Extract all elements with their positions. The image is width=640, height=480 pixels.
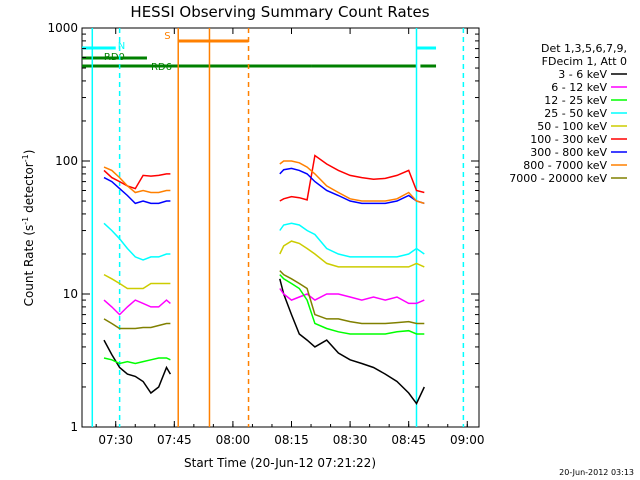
series-lines bbox=[103, 154, 425, 406]
legend-entry: 6 - 12 keV bbox=[551, 81, 607, 94]
series-line bbox=[103, 222, 171, 261]
y-tick-label: 1 bbox=[70, 420, 78, 434]
legend-entry: 100 - 300 keV bbox=[530, 133, 607, 146]
x-tick-label: 07:30 bbox=[98, 433, 133, 447]
series-line bbox=[279, 160, 425, 205]
chart-title: HESSI Observing Summary Count Rates bbox=[130, 3, 429, 21]
series-line bbox=[103, 169, 171, 190]
y-tick-label: 10 bbox=[63, 287, 78, 301]
timestamp: 20-Jun-2012 03:13 bbox=[559, 468, 634, 477]
y-tick-label: 1000 bbox=[47, 21, 78, 35]
series-line bbox=[279, 278, 425, 406]
y-axis-ticks: 1 10 100 1000 bbox=[47, 21, 479, 434]
legend-entry: 3 - 6 keV bbox=[558, 68, 607, 81]
x-tick-label: 09:00 bbox=[450, 433, 485, 447]
x-axis-ticks: 07:30 07:45 08:00 08:15 08:30 08:45 09:00 bbox=[95, 28, 485, 447]
legend-entry: 50 - 100 keV bbox=[537, 120, 607, 133]
flag-label: N bbox=[118, 41, 125, 52]
legend: Det 1,3,5,6,7,9,FDecim 1, Att 03 - 6 keV… bbox=[509, 42, 627, 185]
y-axis-label: Count Rate (s-1 detector-1) bbox=[21, 150, 36, 307]
x-axis-label: Start Time (20-Jun-12 07:21:22) bbox=[184, 456, 376, 470]
series-line bbox=[103, 339, 172, 395]
series-line bbox=[103, 318, 171, 330]
legend-entry: 12 - 25 keV bbox=[544, 94, 607, 107]
series-line bbox=[279, 167, 425, 205]
legend-entry: 300 - 800 keV bbox=[530, 146, 607, 159]
legend-header: Det 1,3,5,6,7,9, bbox=[541, 42, 627, 55]
flag-label: RD6 bbox=[151, 62, 172, 73]
series-line bbox=[279, 288, 425, 305]
series-line bbox=[279, 154, 425, 202]
legend-header: FDecim 1, Att 0 bbox=[542, 55, 627, 68]
flag-label: S bbox=[164, 31, 170, 42]
series-line bbox=[103, 299, 171, 316]
plot-frame bbox=[81, 27, 480, 428]
legend-entry: 800 - 7000 keV bbox=[523, 159, 607, 172]
series-line bbox=[279, 270, 425, 325]
series-line bbox=[103, 166, 171, 194]
series-line bbox=[279, 222, 425, 258]
vertical-markers bbox=[91, 28, 465, 427]
legend-entry: 7000 - 20000 keV bbox=[509, 172, 607, 185]
x-tick-label: 08:00 bbox=[216, 433, 251, 447]
series-line bbox=[279, 240, 425, 268]
series-line bbox=[103, 273, 171, 290]
series-line bbox=[279, 274, 425, 335]
series-line bbox=[103, 176, 171, 205]
x-tick-label: 08:15 bbox=[274, 433, 309, 447]
x-tick-label: 08:30 bbox=[333, 433, 368, 447]
legend-entry: 25 - 50 keV bbox=[544, 107, 607, 120]
flag-label: RD0 bbox=[104, 52, 125, 63]
series-line bbox=[103, 357, 171, 365]
y-tick-label: 100 bbox=[55, 154, 78, 168]
x-tick-label: 07:45 bbox=[157, 433, 192, 447]
x-tick-label: 08:45 bbox=[391, 433, 426, 447]
